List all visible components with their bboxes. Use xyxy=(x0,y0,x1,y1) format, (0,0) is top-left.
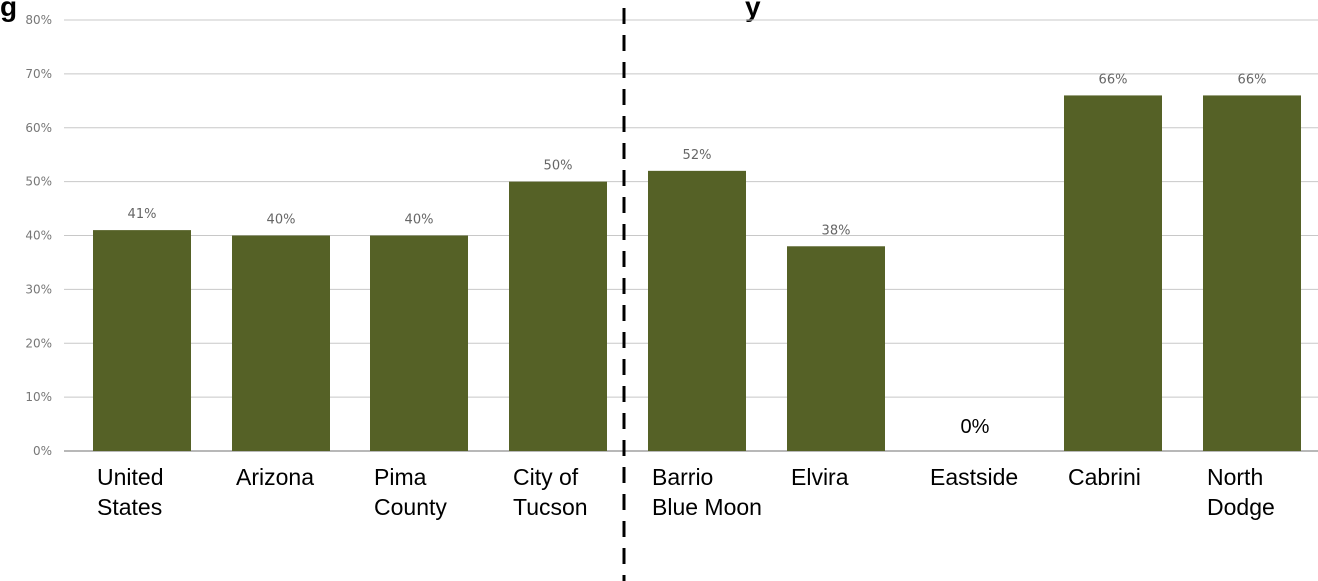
category-label: Pima xyxy=(374,464,427,490)
y-tick-label: 30% xyxy=(25,282,52,296)
category-label: Blue Moon xyxy=(652,494,762,520)
bar xyxy=(1064,95,1162,452)
y-tick-label: 10% xyxy=(25,390,52,404)
category-label: Cabrini xyxy=(1068,464,1141,490)
y-tick-label: 0% xyxy=(33,444,52,458)
data-label: 50% xyxy=(544,159,573,174)
bars xyxy=(93,95,1301,452)
category-labels: United States Arizona Pima County City of Tucs… xyxy=(97,464,1275,520)
data-label: 40% xyxy=(405,213,434,228)
y-axis-tick-labels: 0% 10% 20% 30% 40% 50% 60% 70% 80% xyxy=(25,13,52,458)
bar xyxy=(509,181,607,451)
y-tick-label: 20% xyxy=(25,336,52,350)
y-tick-label: 80% xyxy=(25,13,52,27)
chart-title-fragment: g xyxy=(0,0,17,22)
bar xyxy=(648,170,746,451)
data-label: 0% xyxy=(961,416,990,438)
data-label: 41% xyxy=(128,207,157,222)
bar xyxy=(370,235,468,451)
category-label: County xyxy=(374,494,447,520)
bar xyxy=(787,246,885,451)
data-label: 40% xyxy=(267,213,296,228)
data-label: 66% xyxy=(1099,72,1128,87)
category-label: Elvira xyxy=(791,464,849,490)
category-label: City of xyxy=(513,464,579,490)
chart-title-fragment: y xyxy=(745,0,761,22)
bar xyxy=(232,235,330,451)
category-label: Eastside xyxy=(930,464,1018,490)
data-labels: 41% 40% 40% 50% 52% 38% 0% 66% 66% xyxy=(128,72,1267,438)
y-tick-label: 60% xyxy=(25,121,52,135)
y-tick-label: 70% xyxy=(25,67,52,81)
y-tick-label: 50% xyxy=(25,175,52,189)
data-label: 66% xyxy=(1238,72,1267,87)
category-label: States xyxy=(97,494,162,520)
category-label: North xyxy=(1207,464,1263,490)
category-label: Arizona xyxy=(236,464,314,490)
data-label: 52% xyxy=(683,148,712,163)
bar xyxy=(1203,95,1301,452)
chart-title-fragments: g y xyxy=(0,0,761,22)
data-label: 38% xyxy=(822,223,851,238)
category-label: Dodge xyxy=(1207,494,1275,520)
category-label: Tucson xyxy=(513,494,588,520)
category-label: United xyxy=(97,464,163,490)
category-label: Barrio xyxy=(652,464,713,490)
y-tick-label: 40% xyxy=(25,229,52,243)
bar xyxy=(93,230,191,451)
